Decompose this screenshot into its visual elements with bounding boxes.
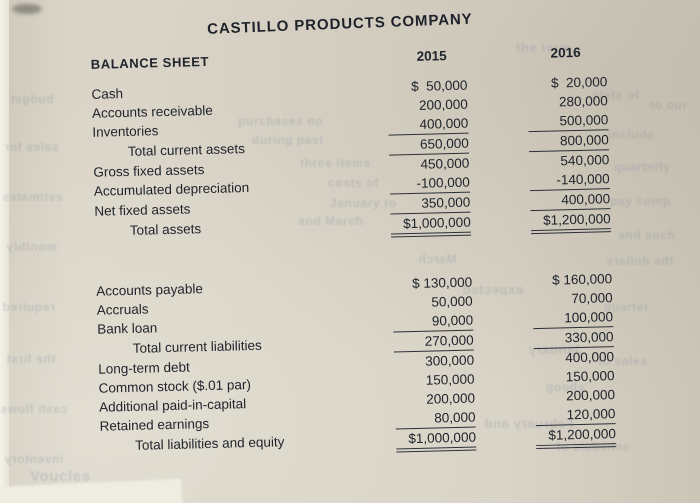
row-value-2016: $1,200,000 (476, 424, 617, 450)
bleed-text-fragment: and March (298, 214, 364, 228)
bleed-text-fragment: goods (546, 380, 585, 394)
column-header-2015: 2015 (416, 48, 447, 64)
scan-smudge (12, 4, 42, 14)
bleed-text-fragment: required (2, 300, 55, 314)
bleed-text-fragment: Voucles (30, 468, 91, 485)
row-value-2015: 350,000 (375, 192, 471, 215)
row-value-2015: 400,000 (373, 113, 469, 136)
row-value-2015: 200,000 (418, 96, 469, 113)
bleed-text-fragment: the term (516, 40, 573, 55)
bleed-text-fragment: inventory (4, 452, 64, 466)
bleed-text-fragment: and such (618, 228, 676, 242)
balance-table: Cash $ 50,000 $ 20,000 Accounts receivable 2… (82, 72, 623, 460)
row-value-2015: 450,000 (420, 155, 470, 172)
bleed-text-fragment: cash flows (0, 402, 68, 416)
row-value-2015: 270,000 (378, 330, 474, 353)
bleed-text-fragment: monthly (6, 240, 57, 254)
row-value-2015: 50,000 (431, 293, 473, 310)
row-value-2015: $1,000,000 (376, 212, 472, 238)
row-value-2015: -100,000 (375, 172, 471, 195)
row-value-2015: 300,000 (425, 352, 475, 369)
bleed-text-fragment: to sales (598, 354, 648, 368)
bleed-text-fragment: during past (252, 133, 324, 147)
bleed-text-fragment: costs of (328, 176, 379, 190)
row-value-2015: $1,000,000 (381, 427, 477, 453)
bleed-text-fragment: the first (6, 352, 56, 366)
bleed-text-fragment: state of (592, 88, 640, 102)
row-value-2015: 80,000 (380, 407, 476, 430)
bleed-text-fragment: quarterly (614, 160, 671, 174)
column-header-2016: 2016 (550, 44, 581, 61)
row-value-2015: 650,000 (374, 133, 470, 156)
bleed-text-fragment: budget (10, 92, 54, 106)
bleed-text-fragment: purchases no (238, 114, 324, 128)
bleed-text-fragment: three items (300, 156, 371, 170)
statement-title: BALANCE SHEET (90, 53, 210, 72)
bleed-text-fragment: January to (330, 196, 397, 210)
row-value-2015: 90,000 (378, 310, 474, 333)
bleed-text-fragment: pay comp (610, 194, 671, 208)
row-value-2015: $ 50,000 (410, 77, 468, 95)
row-value-2016: $1,200,000 (470, 209, 612, 235)
bleed-text-fragment: include (608, 128, 655, 142)
row-value-2015: $ 130,000 (411, 274, 473, 292)
row-value-2015: 200,000 (426, 390, 476, 407)
table-header-row: BALANCE SHEET 2015 2016 (82, 42, 614, 75)
page-edge-left (0, 0, 9, 503)
bleed-text-fragment: quarter (604, 300, 650, 314)
bleed-text-fragment: to our (650, 98, 688, 112)
bleed-text-fragment: sales for (4, 140, 59, 154)
bleed-text-fragment: estimates (2, 190, 63, 204)
row-value-2015: 150,000 (425, 371, 475, 388)
balance-sheet: CASTILLO PRODUCTS COMPANY BALANCE SHEET … (81, 3, 624, 460)
